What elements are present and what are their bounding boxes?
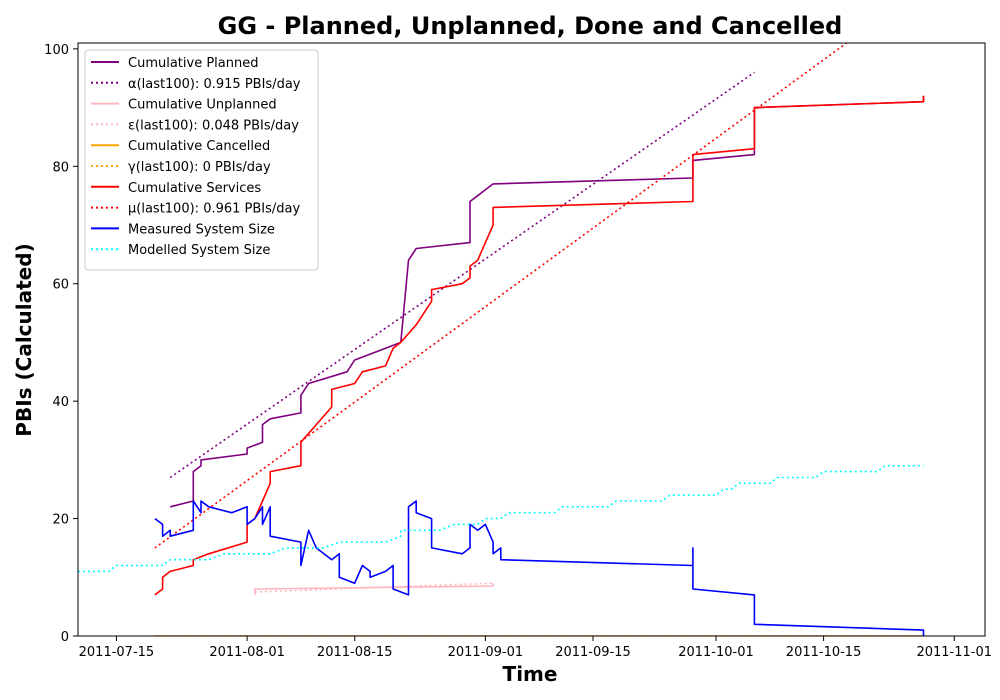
y-axis-title: PBIs (Calculated) — [12, 243, 36, 436]
series-line-7 — [154, 95, 925, 596]
y-tick-label: 100 — [44, 43, 69, 58]
y-tick-label: 60 — [52, 278, 69, 293]
x-tick-label: 2011-09-15 — [555, 645, 631, 660]
x-axis-title: Time — [503, 662, 558, 686]
legend-label-10: Modelled System Size — [128, 243, 270, 258]
series-line-2 — [169, 71, 755, 479]
y-tick-label: 40 — [52, 395, 69, 410]
legend-label-6: γ(last100): 0 PBIs/day — [128, 160, 271, 175]
x-tick-label: 2011-07-15 — [79, 645, 155, 660]
x-tick-label: 2011-08-01 — [209, 645, 285, 660]
plot-frame — [77, 42, 986, 637]
legend-label-1: Cumulative Planned — [128, 56, 258, 71]
legend-frame — [84, 49, 319, 271]
x-tick-label: 2011-10-01 — [678, 645, 754, 660]
y-tick-label: 0 — [61, 630, 69, 645]
legend-label-9: Measured System Size — [128, 222, 275, 237]
chart-title: GG - Planned, Unplanned, Done and Cancel… — [218, 12, 843, 40]
x-tick-label: 2011-10-15 — [786, 645, 862, 660]
legend-label-3: Cumulative Unplanned — [128, 98, 277, 113]
legend: Cumulative Planned α(last100): 0.915 PBIs… — [84, 49, 319, 271]
y-axis: 0 20 40 60 80 100 — [44, 43, 78, 645]
legend-label-2: α(last100): 0.915 PBIs/day — [128, 77, 301, 92]
y-tick-label: 80 — [52, 160, 69, 175]
x-tick-label: 2011-11-01 — [916, 645, 992, 660]
series-layer — [78, 43, 925, 636]
series-line-10 — [78, 464, 924, 573]
x-tick-label: 2011-08-15 — [317, 645, 393, 660]
legend-label-7: Cumulative Services — [128, 181, 261, 196]
x-tick-label: 2011-09-01 — [448, 645, 524, 660]
x-axis: 2011-07-15 2011-08-01 2011-08-15 2011-09-01… — [79, 636, 992, 660]
legend-label-5: Cumulative Cancelled — [128, 139, 270, 154]
series-line-9 — [154, 500, 925, 636]
legend-label-8: μ(last100): 0.961 PBIs/day — [128, 202, 300, 217]
y-tick-label: 20 — [52, 513, 69, 528]
legend-label-4: ε(last100): 0.048 PBIs/day — [128, 118, 299, 133]
